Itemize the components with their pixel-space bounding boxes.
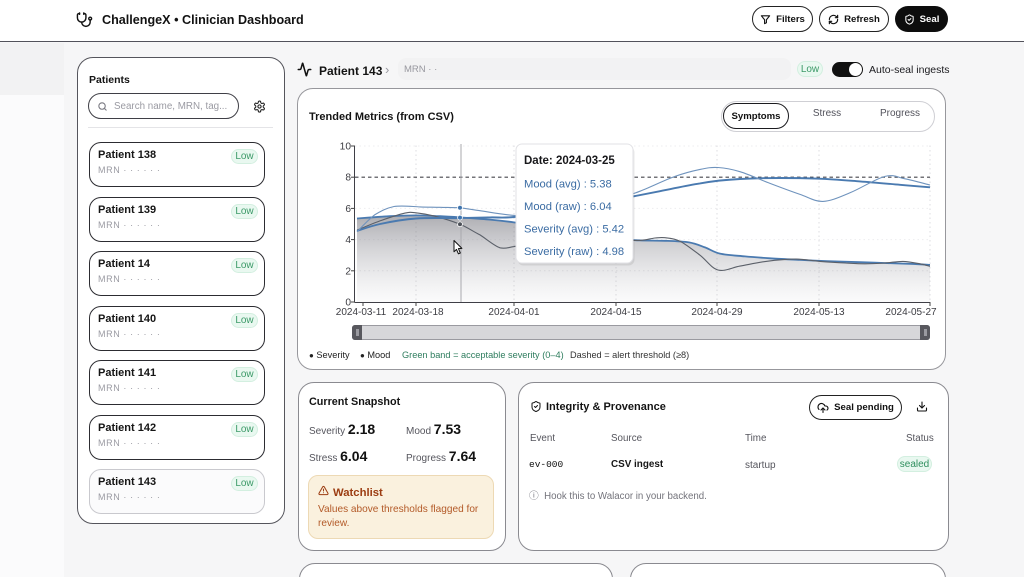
svg-text:Severity (avg) : 5.42: Severity (avg) : 5.42 [524, 224, 624, 236]
svg-text:Severity (raw) : 4.98: Severity (raw) : 4.98 [524, 246, 624, 258]
svg-text:2024-04-01: 2024-04-01 [488, 307, 540, 318]
svg-text:6: 6 [345, 204, 351, 215]
svg-text:10: 10 [340, 142, 352, 153]
svg-text:Date: 2024-03-25: Date: 2024-03-25 [524, 155, 615, 167]
svg-text:8: 8 [345, 173, 351, 184]
svg-text:2024-04-15: 2024-04-15 [590, 307, 642, 318]
svg-text:2024-05-27: 2024-05-27 [885, 307, 937, 318]
svg-text:2024-03-18: 2024-03-18 [392, 307, 444, 318]
svg-text:2: 2 [345, 266, 351, 277]
svg-text:Mood (avg) : 5.38: Mood (avg) : 5.38 [524, 179, 612, 191]
svg-text:2024-04-29: 2024-04-29 [691, 307, 743, 318]
svg-text:2024-05-13: 2024-05-13 [793, 307, 845, 318]
svg-text:2024-03-11: 2024-03-11 [336, 307, 387, 318]
svg-text:Mood (raw) : 6.04: Mood (raw) : 6.04 [524, 201, 612, 213]
svg-text:4: 4 [345, 235, 351, 246]
svg-text:0: 0 [345, 298, 351, 309]
